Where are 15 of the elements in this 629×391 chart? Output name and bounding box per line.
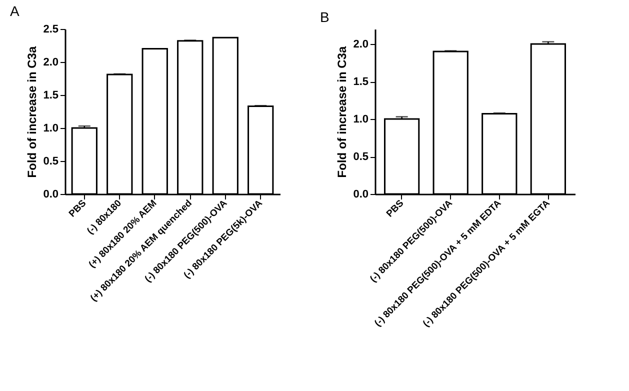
- chart-title: A: [10, 3, 20, 19]
- y-tick-label: 2.0: [43, 56, 58, 68]
- y-tick-label: 1.0: [353, 114, 368, 126]
- y-tick-label: 0.0: [353, 188, 368, 200]
- y-tick-label: 0.5: [353, 151, 368, 163]
- y-tick-label: 1.5: [353, 76, 368, 88]
- y-tick-label: 1.5: [43, 90, 58, 102]
- y-tick-label: 1.0: [43, 122, 58, 134]
- y-axis-title: Fold of increase in C3a: [335, 46, 350, 178]
- y-tick-label: 2.0: [353, 38, 368, 50]
- y-axis-title: Fold of increase in C3a: [25, 46, 40, 178]
- y-tick-label: 0.0: [43, 188, 58, 200]
- chart-title: B: [320, 9, 330, 25]
- y-tick-label: 2.5: [43, 24, 58, 36]
- y-tick-label: 0.5: [43, 156, 58, 168]
